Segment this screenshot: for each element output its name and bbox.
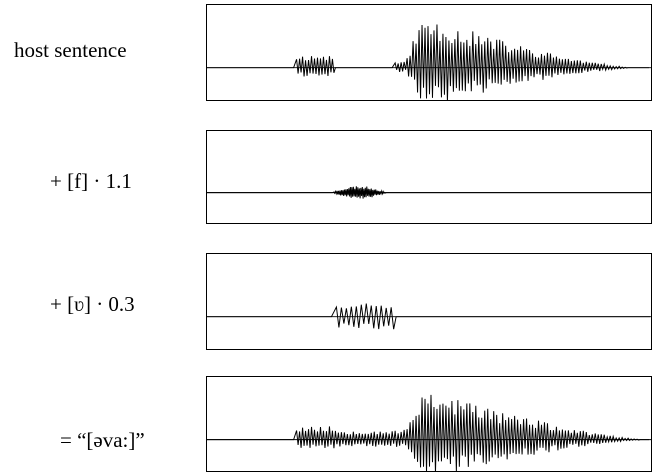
waveform-result: [207, 394, 651, 471]
waveform-trace: [207, 394, 650, 471]
waveform-v: [207, 303, 651, 330]
waveform-f: [207, 186, 651, 199]
waveform-trace: [207, 303, 651, 330]
row-label-f: + [f] · 1.1: [50, 169, 132, 193]
waveform-panel-result: [206, 376, 652, 472]
waveform-panel-f: [206, 130, 652, 224]
row-label-result: = “[əva:]”: [60, 428, 145, 452]
waveform-trace: [207, 24, 650, 100]
row-label-v: + [ʋ] · 0.3: [50, 292, 135, 316]
waveform-trace: [207, 186, 651, 199]
waveform-panel-host-sentence: [206, 4, 652, 101]
waveform-panel-v: [206, 253, 652, 350]
row-label-host-sentence: host sentence: [14, 38, 127, 62]
waveform-host-sentence: [207, 24, 651, 100]
